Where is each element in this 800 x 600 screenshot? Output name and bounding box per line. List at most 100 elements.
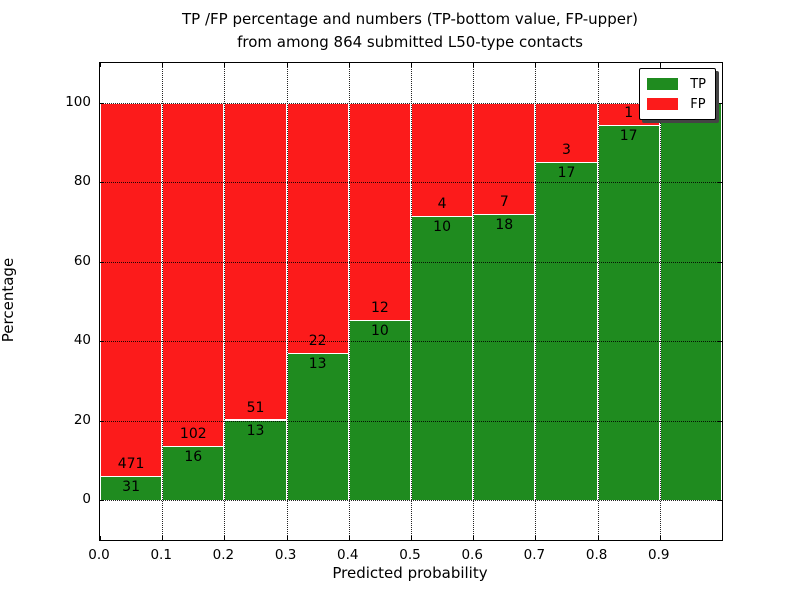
vertical-gridline: [162, 63, 164, 540]
bar-segment-fp: [100, 102, 163, 476]
vertical-gridline: [348, 63, 350, 540]
x-tick-mark: [411, 536, 412, 540]
vertical-gridline: [411, 63, 412, 540]
y-tick-mark: [100, 341, 104, 343]
x-tick-mark: [411, 63, 412, 67]
chart-title-line-1: TP /FP percentage and numbers (TP-bottom…: [182, 10, 638, 28]
y-tick-label: 60: [73, 252, 91, 269]
tp-count-label: 13: [308, 355, 327, 372]
horizontal-gridline: [100, 261, 722, 263]
bar-segment-tp: [348, 319, 411, 501]
tp-count-label: 10: [370, 322, 389, 339]
fp-count-label: 22: [308, 332, 327, 349]
chart-title-line-2: from among 864 submitted L50-type contac…: [237, 33, 583, 51]
y-tick-mark: [100, 102, 104, 104]
legend-label-fp: FP: [690, 96, 706, 112]
vertical-gridline: [597, 63, 599, 540]
vertical-gridline: [224, 63, 226, 540]
tp-count-label: 18: [495, 217, 514, 234]
x-tick-label: 0.8: [585, 547, 608, 563]
x-tick-label: 0.0: [88, 547, 110, 563]
tp-count-label: 17: [619, 127, 638, 144]
y-tick-mark: [718, 182, 722, 184]
fp-count-label: 12: [370, 299, 389, 316]
x-tick-label: 0.7: [523, 547, 546, 563]
fp-swatch-icon: [647, 98, 679, 110]
x-tick-mark: [535, 63, 537, 67]
tp-swatch-icon: [647, 78, 679, 90]
bar-segment-tp: [535, 162, 598, 501]
x-tick-mark: [597, 63, 599, 67]
y-tick-mark: [718, 500, 722, 502]
tp-count-label: 13: [246, 422, 265, 439]
bar-segment-fp: [286, 102, 349, 353]
fp-count-label: 1: [624, 104, 634, 121]
x-tick-label: 0.3: [274, 547, 297, 563]
bar-segment-tp: [659, 102, 722, 501]
bar-segment-fp: [411, 102, 474, 217]
x-tick-mark: [286, 536, 288, 540]
x-tick-mark: [473, 63, 475, 67]
y-tick-label: 20: [73, 411, 91, 428]
fp-count-label: 4: [437, 196, 447, 213]
y-tick-label: 0: [82, 491, 91, 508]
x-tick-label: 0.9: [648, 547, 670, 563]
x-tick-label: 0.1: [150, 547, 172, 563]
vertical-gridline: [286, 63, 288, 540]
y-tick-mark: [718, 102, 722, 104]
horizontal-gridline: [100, 102, 722, 104]
tp-count-label: 17: [557, 165, 576, 182]
horizontal-gridline: [100, 420, 722, 422]
bar-segment-tp: [597, 124, 660, 501]
tp-count-label: 31: [122, 478, 141, 495]
plot-area: 4713110216511322131210410718317117046 TP…: [99, 62, 723, 541]
bar-segment-tp: [224, 419, 287, 501]
vertical-gridline: [659, 63, 661, 540]
legend-label-tp: TP: [690, 76, 706, 92]
y-tick-mark: [718, 261, 722, 263]
x-tick-mark: [162, 63, 164, 67]
bar-segment-tp: [162, 446, 225, 501]
legend-row-fp: FP: [647, 94, 706, 114]
bar-segment-fp: [162, 102, 225, 447]
x-tick-label: 0.4: [337, 547, 359, 563]
x-axis-label: Predicted probability: [332, 564, 488, 582]
horizontal-gridline: [100, 500, 722, 502]
legend: TP FP: [639, 68, 716, 120]
vertical-gridline: [473, 63, 475, 540]
legend-row-tp: TP: [647, 74, 706, 94]
x-tick-mark: [224, 536, 226, 540]
fp-count-label: 7: [499, 194, 509, 211]
y-tick-mark: [718, 420, 722, 422]
tp-count-label: 16: [184, 449, 203, 466]
x-tick-mark: [286, 63, 288, 67]
fp-count-label: 102: [179, 426, 207, 443]
x-tick-mark: [348, 63, 350, 67]
x-tick-mark: [224, 63, 226, 67]
bar-segment-tp: [473, 214, 536, 501]
x-tick-mark: [100, 63, 101, 67]
y-tick-mark: [100, 182, 104, 184]
x-tick-mark: [597, 536, 599, 540]
chart-title: TP /FP percentage and numbers (TP-bottom…: [99, 8, 721, 54]
x-tick-mark: [535, 536, 537, 540]
x-tick-label: 0.6: [461, 547, 483, 563]
vertical-gridline: [535, 63, 537, 540]
bar-segment-tp: [411, 216, 474, 501]
bar-segment-tp: [286, 352, 349, 501]
y-tick-mark: [100, 420, 104, 422]
x-tick-mark: [162, 536, 164, 540]
bar-segment-fp: [535, 102, 598, 163]
fp-count-label: 471: [117, 455, 145, 472]
bar-segment-tp: [100, 475, 163, 501]
y-tick-mark: [100, 500, 104, 502]
x-tick-label: 0.2: [212, 547, 235, 563]
x-tick-mark: [659, 536, 661, 540]
horizontal-gridline: [100, 182, 722, 184]
horizontal-gridline: [100, 341, 722, 343]
x-tick-label: 0.5: [399, 547, 421, 563]
y-tick-label: 100: [65, 93, 91, 110]
fp-count-label: 51: [246, 399, 265, 416]
y-tick-label: 80: [73, 173, 91, 190]
